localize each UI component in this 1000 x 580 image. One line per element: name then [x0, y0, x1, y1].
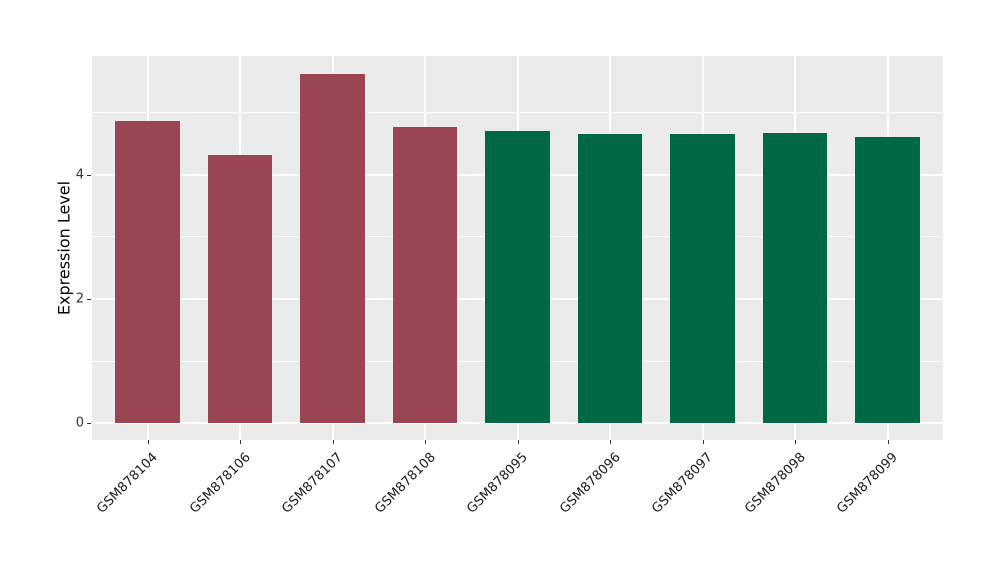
bar-GSM878099 [855, 137, 920, 424]
bar-GSM878096 [577, 133, 643, 424]
y-tick-mark [87, 174, 91, 176]
y-tick-label: 0 [75, 415, 84, 431]
x-tick-label: GSM878107 [279, 450, 347, 517]
x-tick-label: GSM878098 [742, 450, 809, 517]
x-tick-mark [795, 440, 796, 444]
y-tick-label: 4 [75, 167, 84, 183]
x-tick-mark [147, 440, 149, 444]
x-tick-label: GSM878096 [557, 450, 624, 517]
x-tick-label: GSM878106 [187, 450, 254, 517]
x-tick-label: GSM878095 [464, 450, 532, 517]
x-tick-mark [240, 440, 241, 444]
bar-GSM878098 [762, 133, 828, 424]
x-tick-mark [332, 440, 334, 444]
y-tick-mark [87, 423, 91, 425]
x-tick-mark [610, 440, 611, 444]
bar-GSM878106 [207, 155, 273, 424]
x-tick-label: GSM878099 [834, 450, 902, 517]
x-tick-mark [702, 440, 704, 444]
bar-GSM878097 [670, 133, 735, 424]
plot-panel [92, 56, 943, 440]
x-tick-label: GSM878108 [372, 450, 439, 517]
x-tick-mark [425, 440, 426, 444]
x-tick-mark [517, 440, 519, 444]
x-tick-label: GSM878104 [94, 450, 162, 517]
y-tick-label: 2 [75, 291, 84, 307]
x-tick-label: GSM878097 [649, 450, 717, 517]
bar-GSM878107 [300, 74, 365, 424]
y-tick-mark [87, 298, 91, 300]
bar-GSM878104 [115, 120, 180, 424]
bar-GSM878095 [485, 130, 550, 424]
x-tick-mark [887, 440, 889, 444]
bar-GSM878108 [392, 126, 458, 424]
